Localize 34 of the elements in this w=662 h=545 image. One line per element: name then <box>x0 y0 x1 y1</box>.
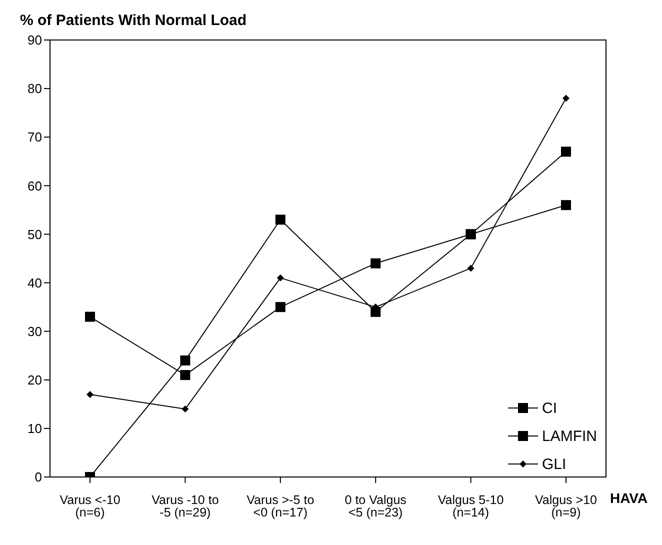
point <box>275 302 286 312</box>
chart-title: % of Patients With Normal Load <box>20 12 247 29</box>
y-tick-label: 30 <box>28 324 42 339</box>
legend-label: LAMFIN <box>542 428 598 444</box>
x-tick-label: 0 to Valgus <5 (n=23) <box>344 492 406 520</box>
y-tick-label: 20 <box>28 372 42 388</box>
y-tick-label: 50 <box>28 226 42 242</box>
x-tick-label: Valgus 5-10 (n=14) <box>438 492 504 520</box>
point <box>275 214 286 225</box>
point <box>86 390 94 398</box>
point <box>276 274 284 282</box>
legend-label: CI <box>542 400 557 416</box>
point <box>467 264 474 272</box>
x-axis-title: HAVA <box>610 490 648 506</box>
y-tick-label: 70 <box>28 130 42 145</box>
y-tick-label: 10 <box>28 421 42 436</box>
y-tick-label: 60 <box>28 178 42 194</box>
point <box>180 370 190 380</box>
point <box>182 406 189 413</box>
point <box>561 146 571 157</box>
x-tick-label: Varus >-5 to <0 (n=17) <box>246 492 314 520</box>
point <box>85 312 95 322</box>
x-tick-label: Varus <-10 (n=6) <box>60 492 120 520</box>
y-tick-label: 80 <box>28 81 42 96</box>
y-tick-label: 40 <box>28 275 42 290</box>
point <box>562 94 570 102</box>
x-tick-label: Varus -10 to -5 (n=29) <box>152 492 219 520</box>
y-tick-label: 90 <box>28 32 42 48</box>
point <box>370 258 381 268</box>
x-tick-label: Valgus >10 (n=9) <box>535 492 598 520</box>
point <box>561 200 571 210</box>
point <box>180 355 190 366</box>
y-tick-label: 0 <box>34 470 42 485</box>
legend-label: GLI <box>542 456 566 472</box>
